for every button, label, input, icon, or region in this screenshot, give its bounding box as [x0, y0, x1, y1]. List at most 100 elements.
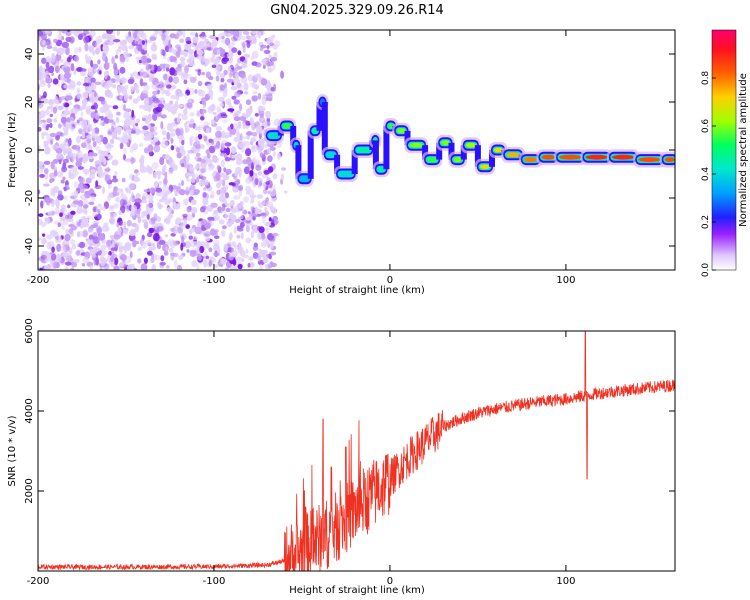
noise-speck — [102, 45, 109, 52]
noise-speck — [135, 87, 140, 94]
noise-speck — [117, 227, 122, 236]
noise-speck — [219, 84, 225, 91]
noise-speck — [106, 239, 112, 247]
noise-speck — [206, 153, 211, 159]
noise-speck — [95, 257, 100, 266]
noise-speck — [58, 96, 62, 104]
noise-speck — [82, 230, 88, 238]
noise-speck — [150, 245, 157, 251]
noise-speck — [79, 105, 85, 109]
noise-speck — [242, 121, 246, 130]
noise-speck — [175, 50, 181, 58]
noise-speck — [142, 71, 148, 79]
noise-speck — [149, 187, 156, 194]
noise-speck — [56, 47, 64, 56]
noise-speck — [148, 194, 154, 202]
noise-speck — [159, 261, 166, 266]
noise-speck — [251, 30, 257, 35]
noise-speck — [281, 167, 287, 171]
noise-speck — [113, 203, 119, 209]
noise-speck — [272, 63, 276, 71]
noise-speck — [237, 245, 244, 254]
noise-speck — [195, 163, 201, 169]
noise-speck — [119, 95, 123, 100]
noise-speck — [163, 192, 168, 200]
noise-speck — [73, 68, 77, 76]
noise-speck — [123, 153, 126, 161]
noise-speck — [62, 176, 66, 181]
noise-speck — [64, 261, 72, 266]
noise-speck — [263, 49, 271, 55]
noise-speck — [225, 168, 232, 175]
noise-speck — [137, 246, 143, 251]
noise-speck — [55, 53, 62, 62]
noise-speck — [230, 264, 237, 270]
noise-speck — [46, 118, 53, 124]
noise-speck — [102, 136, 108, 145]
noise-speck — [44, 171, 49, 180]
noise-speck — [55, 147, 63, 154]
noise-speck — [220, 159, 225, 167]
noise-speck — [235, 159, 243, 166]
noise-speck — [88, 152, 94, 157]
noise-speck — [169, 67, 176, 76]
noise-speck — [91, 63, 99, 69]
noise-speck — [119, 77, 127, 84]
noise-speck — [142, 125, 149, 131]
noise-speck — [244, 140, 250, 149]
noise-speck — [263, 169, 270, 175]
noise-speck — [68, 228, 74, 234]
noise-speck — [109, 256, 115, 263]
noise-speck — [160, 255, 165, 262]
noise-speck — [45, 217, 51, 225]
noise-speck — [225, 147, 231, 156]
noise-speck — [184, 65, 189, 74]
noise-speck — [97, 96, 105, 102]
noise-speck — [97, 208, 101, 215]
noise-speck — [142, 105, 150, 112]
noise-speck — [76, 94, 83, 100]
noise-speck — [146, 213, 150, 220]
noise-speck — [108, 92, 114, 99]
noise-speck — [135, 128, 141, 135]
noise-speck — [99, 106, 106, 113]
noise-speck — [98, 70, 102, 75]
noise-speck — [128, 127, 133, 133]
noise-speck — [53, 38, 58, 43]
noise-speck — [130, 205, 138, 212]
noise-speck — [258, 180, 263, 187]
noise-speck — [203, 260, 207, 268]
noise-speck — [203, 43, 210, 48]
noise-speck — [246, 108, 253, 115]
noise-speck — [119, 246, 126, 251]
noise-speck — [142, 219, 148, 223]
noise-speck — [222, 225, 227, 230]
signal-connector — [290, 126, 297, 146]
noise-speck — [99, 64, 103, 72]
noise-speck — [176, 264, 183, 270]
noise-speck — [243, 53, 251, 59]
noise-speck — [221, 39, 226, 44]
signal-peak — [377, 166, 385, 172]
noise-speck — [41, 132, 49, 136]
noise-speck — [141, 210, 149, 216]
noise-speck — [183, 198, 189, 206]
noise-speck — [168, 247, 174, 253]
noise-speck — [135, 118, 141, 124]
noise-speck — [104, 226, 110, 232]
noise-speck — [135, 122, 139, 127]
noise-speck — [97, 168, 103, 175]
noise-speck — [265, 239, 270, 245]
noise-speck — [61, 204, 66, 210]
noise-speck — [178, 92, 184, 97]
noise-speck — [207, 105, 214, 114]
noise-speck — [171, 104, 177, 109]
x-tick-label: 100 — [556, 576, 575, 587]
y-tick-label: 2000 — [24, 478, 35, 503]
colorbar: 0.0 0.2 0.4 0.6 0.8 Normalized spectral ampl… — [701, 29, 749, 277]
noise-speck — [237, 121, 242, 129]
noise-speck — [150, 243, 156, 247]
noise-speck — [230, 30, 234, 35]
noise-speck — [230, 146, 237, 155]
signal-peak — [523, 157, 538, 163]
